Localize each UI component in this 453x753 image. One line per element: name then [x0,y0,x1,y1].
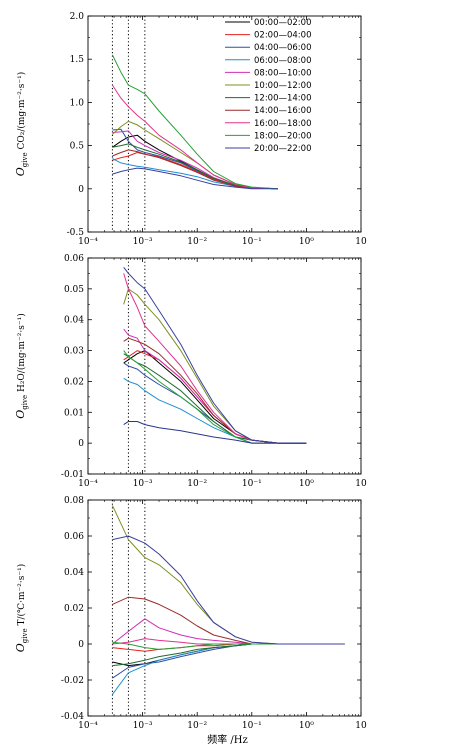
y-axis-label: Ogive CO₂/(mg·m⁻²·s⁻¹) [14,72,29,177]
legend-entry: 08:00—10:00 [254,68,312,78]
x-tick-label: 10⁰ [299,721,314,731]
x-tick-label: 10⁻³ [133,237,153,247]
y-tick-label: 0.06 [64,254,84,264]
legend-entry: 18:00—20:00 [254,131,312,141]
y-tick-label: -0.5 [67,228,85,238]
legend-entry: 00:00—02:00 [254,18,312,28]
legend-entry: 02:00—04:00 [254,31,312,41]
panel-h2o-flux: 10⁻⁴ 10⁻³ 10⁻² 10⁻¹ 10⁰ 10 -0.01 0 0.01 0.02 0.03 0… [14,254,367,489]
legend-entry: 14:00—16:00 [254,106,312,116]
y-tick-label: 0.04 [64,568,84,578]
series-line [112,618,345,645]
x-tick-label: 10⁻⁴ [78,237,98,247]
y-tick-label: 0.02 [64,604,84,614]
x-tick-label: 10 [355,479,367,489]
series-line [112,641,345,650]
x-tick-label: 10⁻² [187,237,207,247]
series-line [111,505,345,645]
series-line [112,643,345,679]
x-tick-label: 10 [355,721,367,731]
series-line [112,143,278,190]
legend-entry: 20:00—22:00 [254,144,312,154]
series-line [111,643,345,695]
series-line [123,337,307,444]
x-tick-label: 10⁻² [187,721,207,731]
legend-entry: 06:00—08:00 [254,56,312,66]
y-tick-label: 0.5 [70,142,85,152]
y-tick-label: 0 [78,640,84,650]
series-line [123,350,307,444]
x-tick-label: 10⁻¹ [242,237,262,247]
series-line [112,167,278,190]
y-tick-label: 0 [78,185,84,195]
legend-entry: 10:00—12:00 [254,81,312,91]
x-tick-label: 10⁻⁴ [78,479,98,489]
legend-entry: 16:00—18:00 [254,119,312,129]
series-line [123,350,307,444]
y-tick-label: 0.01 [64,408,84,418]
plot-frame [87,15,362,233]
x-tick-label: 10⁰ [299,237,314,247]
series-line [111,84,278,190]
series-line [112,149,278,190]
x-tick-label: 10⁰ [299,479,314,489]
y-tick-label: 1.0 [70,98,85,108]
y-tick-label: 1.5 [70,55,85,65]
y-tick-label: -0.01 [61,470,84,480]
x-tick-label: 10 [355,237,367,247]
y-tick-label: 0.03 [64,347,84,357]
series-line [123,421,307,444]
y-axis-label: Ogive H₂O/(mg·m⁻²·s⁻¹) [14,313,29,419]
legend: 00:00—02:00 02:00—04:00 04:00—06:00 06:00—0… [225,18,312,154]
x-axis-label: 频率 /Hz [207,733,248,746]
y-tick-label: -0.04 [61,712,84,722]
panel-temperature-flux: 10⁻⁴ 10⁻³ 10⁻² 10⁻¹ 10⁰ 10 -0.04 -0.02 0 0.02 0.04… [14,496,367,746]
series-line [123,377,307,444]
y-tick-label: 0.02 [64,377,84,387]
x-tick-label: 10⁻² [187,479,207,489]
y-tick-label: 0.08 [64,496,84,506]
y-tick-label: 0 [78,439,84,449]
series-line [111,54,278,190]
y-axis-label: Ogive T/(℃·m⁻²·s⁻¹) [14,564,29,652]
series-line [123,350,307,444]
x-tick-label: 10⁻¹ [242,479,262,489]
series-line [112,152,278,190]
series-line [112,158,278,190]
y-tick-label: 0.04 [64,316,84,326]
x-tick-label: 10⁻¹ [242,721,262,731]
panel-co2-flux: 10⁻⁴ 10⁻³ 10⁻² 10⁻¹ 10⁰ 10 -0.5 0 0.5 1.0 1.5 2.0 Og… [14,12,367,247]
x-tick-label: 10⁻³ [133,721,153,731]
legend-entry: 12:00—14:00 [254,94,312,104]
y-tick-label: 2.0 [70,12,85,22]
y-tick-label: 0.06 [64,532,84,542]
series-line [123,353,307,444]
y-tick-label: 0.05 [64,285,84,295]
y-tick-label: -0.02 [61,676,84,686]
series-line [123,266,307,444]
series-line [112,535,345,645]
x-tick-label: 10⁻⁴ [78,721,98,731]
plot-frame [87,499,362,717]
x-tick-label: 10⁻³ [133,479,153,489]
legend-entry: 04:00—06:00 [254,43,312,53]
